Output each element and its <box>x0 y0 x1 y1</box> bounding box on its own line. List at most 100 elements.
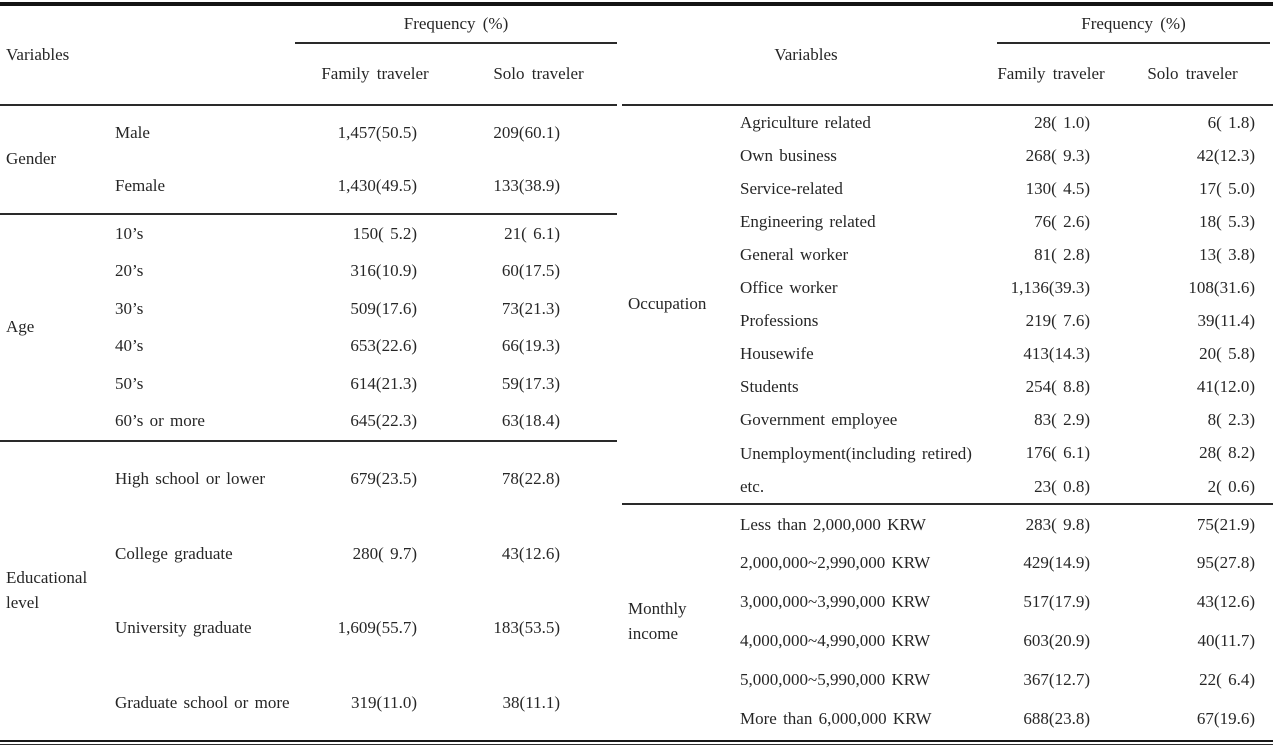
solo-traveler-value: 209(60.1) <box>493 122 560 142</box>
table-body-right: Occupation Agriculture related 28( 1.0) 6( … <box>622 106 1273 738</box>
family-traveler-value: 1,609(55.7) <box>337 618 417 638</box>
category-cell: 60’s or more <box>115 411 205 431</box>
table-group: Gender Male 1,457(50.5) 209(60.1) Female 1,43… <box>0 106 617 213</box>
table-bottom-rule <box>0 740 1273 745</box>
family-traveler-value: 23( 0.8) <box>1034 476 1090 496</box>
solo-traveler-value: 40(11.7) <box>1197 630 1255 650</box>
solo-traveler-value: 38(11.1) <box>502 692 560 712</box>
solo-traveler-value: 21( 6.1) <box>504 223 560 243</box>
group-label: Occupation <box>628 294 707 314</box>
solo-traveler-value: 108(31.6) <box>1188 278 1255 298</box>
solo-traveler-value: 43(12.6) <box>501 543 560 563</box>
family-traveler-value: 316(10.9) <box>350 261 417 281</box>
family-traveler-value: 1,430(49.5) <box>337 176 417 196</box>
category-cell: Service-related <box>740 178 843 198</box>
solo-traveler-value: 67(19.6) <box>1196 708 1255 728</box>
family-traveler-value: 254( 8.8) <box>1025 377 1090 397</box>
solo-traveler-value: 22( 6.4) <box>1199 669 1255 689</box>
solo-traveler-value: 28( 8.2) <box>1199 443 1255 463</box>
family-traveler-value: 653(22.6) <box>350 336 417 356</box>
solo-traveler-value: 41(12.0) <box>1196 377 1255 397</box>
solo-traveler-value: 2( 0.6) <box>1207 476 1255 496</box>
demographics-tables: Variables Frequency (%) Family traveler … <box>0 6 1273 740</box>
category-cell: Agriculture related <box>740 112 871 132</box>
group-label: Educational level <box>6 568 88 612</box>
category-cell: Housewife <box>740 344 814 364</box>
family-traveler-value: 1,457(50.5) <box>337 122 417 142</box>
group-label: Gender <box>6 149 57 169</box>
category-cell: General worker <box>740 245 849 265</box>
family-traveler-value: 176( 6.1) <box>1025 443 1090 463</box>
solo-traveler-value: 39(11.4) <box>1197 311 1255 331</box>
category-cell: More than 6,000,000 KRW <box>740 708 932 728</box>
family-traveler-value: 614(21.3) <box>350 373 417 393</box>
solo-traveler-value: 66(19.3) <box>501 336 560 356</box>
family-traveler-value: 219( 7.6) <box>1025 311 1090 331</box>
category-cell: 20’s <box>115 261 144 281</box>
family-traveler-value: 81( 2.8) <box>1034 244 1090 264</box>
category-cell: 40’s <box>115 336 144 356</box>
family-traveler-value: 130( 4.5) <box>1025 178 1090 198</box>
table-top-rule <box>0 2 1273 6</box>
family-traveler-value: 268( 9.3) <box>1025 145 1090 165</box>
solo-traveler-value: 60(17.5) <box>501 261 560 281</box>
solo-traveler-value: 42(12.3) <box>1196 145 1255 165</box>
category-cell: 30’s <box>115 298 144 318</box>
family-traveler-value: 413(14.3) <box>1023 344 1090 364</box>
family-traveler-value: 319(11.0) <box>351 692 417 712</box>
family-traveler-value: 429(14.9) <box>1023 553 1090 573</box>
solo-traveler-value: 63(18.4) <box>501 411 560 431</box>
family-traveler-value: 76( 2.6) <box>1034 211 1090 231</box>
family-traveler-header: Family traveler <box>997 64 1105 83</box>
solo-traveler-value: 59(17.3) <box>501 373 560 393</box>
category-cell: 4,000,000~4,990,000 KRW <box>740 631 931 651</box>
frequency-spanner-header: Frequency (%) <box>997 6 1270 44</box>
family-traveler-value: 688(23.8) <box>1023 708 1090 728</box>
variables-header: Variables <box>6 45 70 64</box>
category-cell: 50’s <box>115 373 144 393</box>
solo-traveler-value: 73(21.3) <box>501 298 560 318</box>
family-traveler-value: 509(17.6) <box>350 298 417 318</box>
solo-traveler-value: 18( 5.3) <box>1199 211 1255 231</box>
table-body-left: Gender Male 1,457(50.5) 209(60.1) Female 1,43… <box>0 106 617 740</box>
category-cell: Own business <box>740 145 837 165</box>
variables-header: Variables <box>774 45 838 64</box>
solo-traveler-value: 133(38.9) <box>493 176 560 196</box>
table-group: Monthly income Less than 2,000,000 KRW 283… <box>622 503 1273 738</box>
family-traveler-value: 280( 9.7) <box>352 543 417 563</box>
table-header-right: Variables Frequency (%) Family traveler … <box>622 6 1273 106</box>
category-cell: Government employee <box>740 410 898 430</box>
solo-traveler-value: 78(22.8) <box>501 469 560 489</box>
family-traveler-value: 83( 2.9) <box>1034 410 1090 430</box>
family-traveler-header: Family traveler <box>321 64 429 83</box>
family-traveler-value: 283( 9.8) <box>1025 514 1090 534</box>
category-cell: 5,000,000~5,990,000 KRW <box>740 669 931 689</box>
category-cell: Professions <box>740 311 819 331</box>
solo-traveler-value: 17( 5.0) <box>1199 178 1255 198</box>
category-cell: 3,000,000~3,990,000 KRW <box>740 592 931 612</box>
family-traveler-value: 1,136(39.3) <box>1010 278 1090 298</box>
family-traveler-value: 603(20.9) <box>1023 630 1090 650</box>
category-cell: College graduate <box>115 543 233 563</box>
category-cell: Male <box>115 122 150 142</box>
solo-traveler-header: Solo traveler <box>493 64 584 83</box>
family-traveler-value: 645(22.3) <box>350 411 417 431</box>
family-traveler-value: 28( 1.0) <box>1034 112 1090 132</box>
table-group: Occupation Agriculture related 28( 1.0) 6( … <box>622 106 1273 503</box>
demographics-table-right: Variables Frequency (%) Family traveler … <box>622 6 1273 738</box>
category-cell: Unemployment(including retired) <box>740 443 972 463</box>
category-cell: 2,000,000~2,990,000 KRW <box>740 553 931 573</box>
frequency-spanner-header: Frequency (%) <box>295 6 617 44</box>
group-label: Age <box>6 317 35 337</box>
category-cell: 10’s <box>115 223 144 243</box>
solo-traveler-value: 6( 1.8) <box>1207 112 1255 132</box>
family-traveler-value: 517(17.9) <box>1023 592 1090 612</box>
category-cell: Engineering related <box>740 211 876 231</box>
solo-traveler-value: 13( 3.8) <box>1199 244 1255 264</box>
category-cell: Less than 2,000,000 KRW <box>740 514 926 534</box>
family-traveler-value: 367(12.7) <box>1023 669 1090 689</box>
table-header-left: Variables Frequency (%) Family traveler … <box>0 6 617 106</box>
table-group: Age 10’s 150( 5.2) 21( 6.1) 20’s 316(10.9) 60(… <box>0 213 617 440</box>
category-cell: Students <box>740 377 799 397</box>
